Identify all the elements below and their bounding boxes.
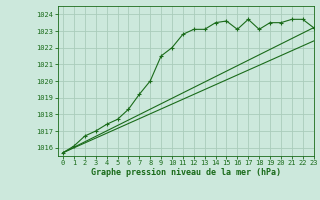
X-axis label: Graphe pression niveau de la mer (hPa): Graphe pression niveau de la mer (hPa)	[91, 168, 281, 177]
